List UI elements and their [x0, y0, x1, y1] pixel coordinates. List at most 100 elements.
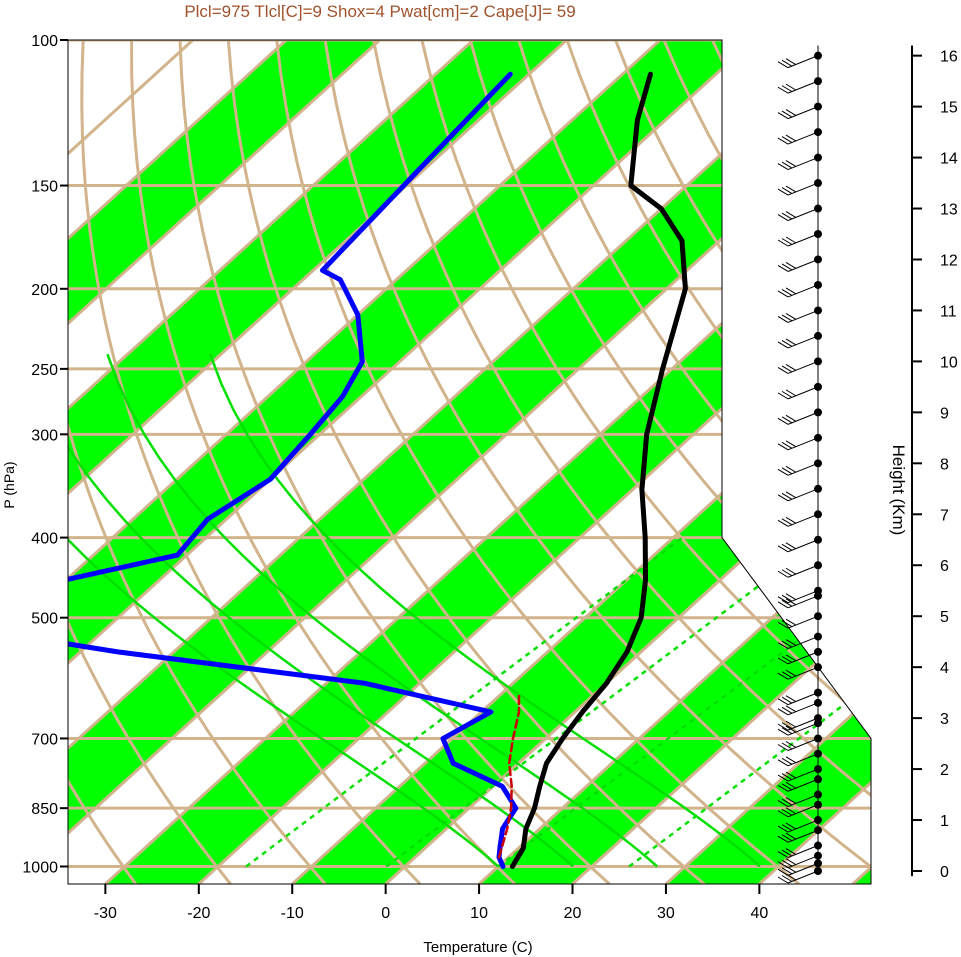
wind-barb-feather: [777, 519, 789, 527]
wind-barb-feather: [785, 593, 797, 601]
wind-barb-feather: [777, 163, 789, 170]
wind-barb-feather: [785, 465, 797, 473]
height-tick-label: 0: [940, 864, 949, 881]
wind-barb-feather: [777, 621, 789, 629]
wind-barb-feather: [781, 706, 793, 714]
wind-barb-feather: [781, 390, 793, 398]
wind-barb-feather: [781, 492, 793, 500]
x-tick-label: 30: [657, 905, 675, 922]
wind-barb-feather: [777, 657, 789, 665]
wind-barb-feather: [781, 867, 793, 875]
wind-barb-feather: [777, 494, 789, 502]
pressure-tick-label: 250: [31, 362, 58, 379]
wind-barb-shaft: [787, 564, 819, 578]
wind-barb-feather: [785, 134, 797, 142]
wind-barb-feather: [777, 835, 789, 843]
wind-barb-feather: [777, 868, 789, 876]
pressure-tick-label: 150: [31, 179, 58, 196]
wind-barb-feather: [781, 518, 793, 526]
wind-barb-feather: [785, 516, 797, 524]
wind-barb-shaft: [787, 717, 819, 731]
wind-barb-feather: [777, 112, 789, 120]
height-tick-label: 3: [940, 711, 949, 728]
wind-barb-feather: [777, 784, 789, 792]
wind-barb-feather: [785, 389, 797, 397]
axes: -30 -20 -10 0 10 20 30 401001502002503004005007…: [22, 33, 957, 922]
wind-barb-feather: [781, 110, 793, 118]
wind-barb-feather: [781, 757, 793, 765]
wind-barb-shaft: [787, 360, 819, 374]
height-tick-label: 10: [940, 354, 958, 371]
wind-barb-shaft: [787, 636, 819, 650]
dry-adiabat: [275, 40, 800, 884]
wind-barb-feather: [777, 800, 789, 807]
wind-barb-feather: [781, 773, 793, 781]
wind-barb-feather: [785, 109, 797, 117]
isotherm-line: [68, 40, 662, 884]
wind-barb-feather: [781, 727, 793, 735]
wind-barb-feather: [785, 848, 797, 855]
wind-barb-shaft: [787, 753, 819, 767]
wind-barb-feather: [785, 695, 797, 703]
isotherm-band: [68, 40, 754, 884]
wind-barb-feather: [781, 467, 793, 475]
isotherm-line: [664, 40, 871, 884]
isotherm-line: [478, 40, 871, 884]
mixing-ratio-line: [497, 536, 871, 868]
height-tick-label: 9: [940, 405, 949, 422]
isotherm-line: [68, 40, 848, 884]
wind-barb-feather: [785, 236, 797, 244]
moist-adiabat: [209, 353, 761, 868]
dewpoint-line: [68, 71, 519, 869]
wind-barb-feather: [785, 618, 797, 626]
wind-barb-feather: [781, 314, 793, 322]
wind-barb-feather: [781, 85, 793, 93]
isotherm-band: [105, 40, 871, 884]
wind-barb-feather: [785, 720, 797, 728]
x-tick-label: -20: [187, 905, 210, 922]
wind-barb-feather: [781, 339, 793, 347]
wind-barb-feather: [781, 59, 793, 67]
wind-barb-shaft: [787, 666, 819, 680]
moist-adiabat: [106, 353, 659, 868]
wind-barb-feather: [781, 655, 793, 663]
wind-barb-feather: [777, 417, 789, 425]
wind-barb-shaft: [787, 651, 819, 665]
wind-barb-feather: [777, 642, 789, 650]
wind-barb-shaft: [787, 539, 819, 553]
chart-title: Plcl=975 Tlcl[C]=9 Shox=4 Pwat[cm]=2 Cap…: [184, 2, 575, 21]
mixing-ratio-line: [245, 536, 684, 868]
wind-barb-feather: [785, 211, 797, 218]
wind-barb-feather: [781, 875, 793, 882]
pressure-tick-label: 850: [31, 801, 58, 818]
dry-adiabat: [372, 40, 871, 884]
wind-barb-feather: [785, 639, 797, 647]
isotherm-line: [104, 40, 871, 884]
wind-barb-shaft: [787, 106, 819, 120]
wind-barb-feather: [785, 669, 797, 677]
wind-barb-shaft: [787, 819, 819, 833]
wind-barb-feather: [781, 569, 793, 577]
wind-barb-feather: [785, 654, 797, 662]
height-tick-label: 15: [940, 100, 958, 117]
wind-barb-shaft: [787, 462, 819, 476]
wind-barb-feather: [785, 414, 797, 422]
wind-barb-feather: [777, 137, 789, 145]
isotherm-line: [571, 40, 871, 884]
wind-barb-feather: [777, 698, 789, 706]
height-tick-label: 7: [940, 507, 949, 524]
wind-barb-shaft: [787, 513, 819, 527]
wind-barb-feather: [785, 58, 797, 66]
wind-barb-feather: [785, 160, 797, 167]
dry-adiabat: [420, 40, 871, 884]
wind-barb-feather: [785, 542, 797, 550]
wind-barb-feather: [781, 441, 793, 449]
wind-barb-shaft: [787, 804, 819, 818]
temperature-line: [509, 71, 688, 869]
wind-barb-feather: [781, 212, 793, 220]
wind-barb-feather: [785, 83, 797, 91]
wind-barb-shaft: [787, 794, 819, 808]
wind-barb-feather: [785, 567, 797, 575]
wind-barb-feather: [781, 187, 793, 194]
wind-barb-feather: [777, 723, 789, 731]
